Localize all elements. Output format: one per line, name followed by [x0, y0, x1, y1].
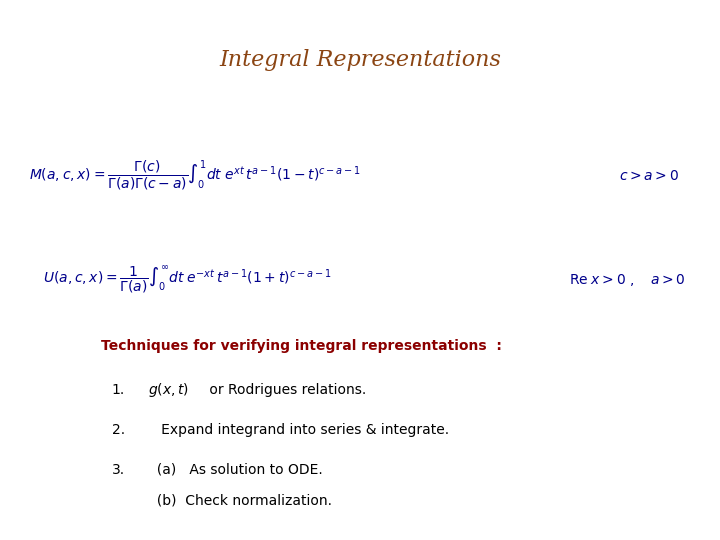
Text: $\mathrm{Re}\; x>0\ ,\quad a>0$: $\mathrm{Re}\; x>0\ ,\quad a>0$ [569, 272, 685, 288]
Text: $c>a>0$: $c>a>0$ [619, 168, 679, 183]
Text: (a)   As solution to ODE.: (a) As solution to ODE. [148, 463, 323, 477]
Text: $M\left(a,c,x\right)=\dfrac{\Gamma(c)}{\Gamma(a)\Gamma(c-a)}\int_0^1 dt\; e^{xt}: $M\left(a,c,x\right)=\dfrac{\Gamma(c)}{\… [29, 159, 361, 192]
Text: 2.: 2. [112, 423, 125, 437]
Text: Integral Representations: Integral Representations [219, 49, 501, 71]
Text: Techniques for verifying integral representations  :: Techniques for verifying integral repres… [101, 339, 502, 353]
Text: 3.: 3. [112, 463, 125, 477]
Text: (b)  Check normalization.: (b) Check normalization. [148, 493, 332, 507]
Text: Expand integrand into series & integrate.: Expand integrand into series & integrate… [148, 423, 449, 437]
Text: $g(x,t)$: $g(x,t)$ [148, 381, 189, 399]
Text: 1.: 1. [112, 383, 125, 397]
Text: or Rodrigues relations.: or Rodrigues relations. [205, 383, 366, 397]
Text: $U\left(a,c,x\right)=\dfrac{1}{\Gamma(a)}\int_0^{\infty} dt\; e^{-xt}\, t^{a-1}\: $U\left(a,c,x\right)=\dfrac{1}{\Gamma(a)… [43, 265, 332, 295]
